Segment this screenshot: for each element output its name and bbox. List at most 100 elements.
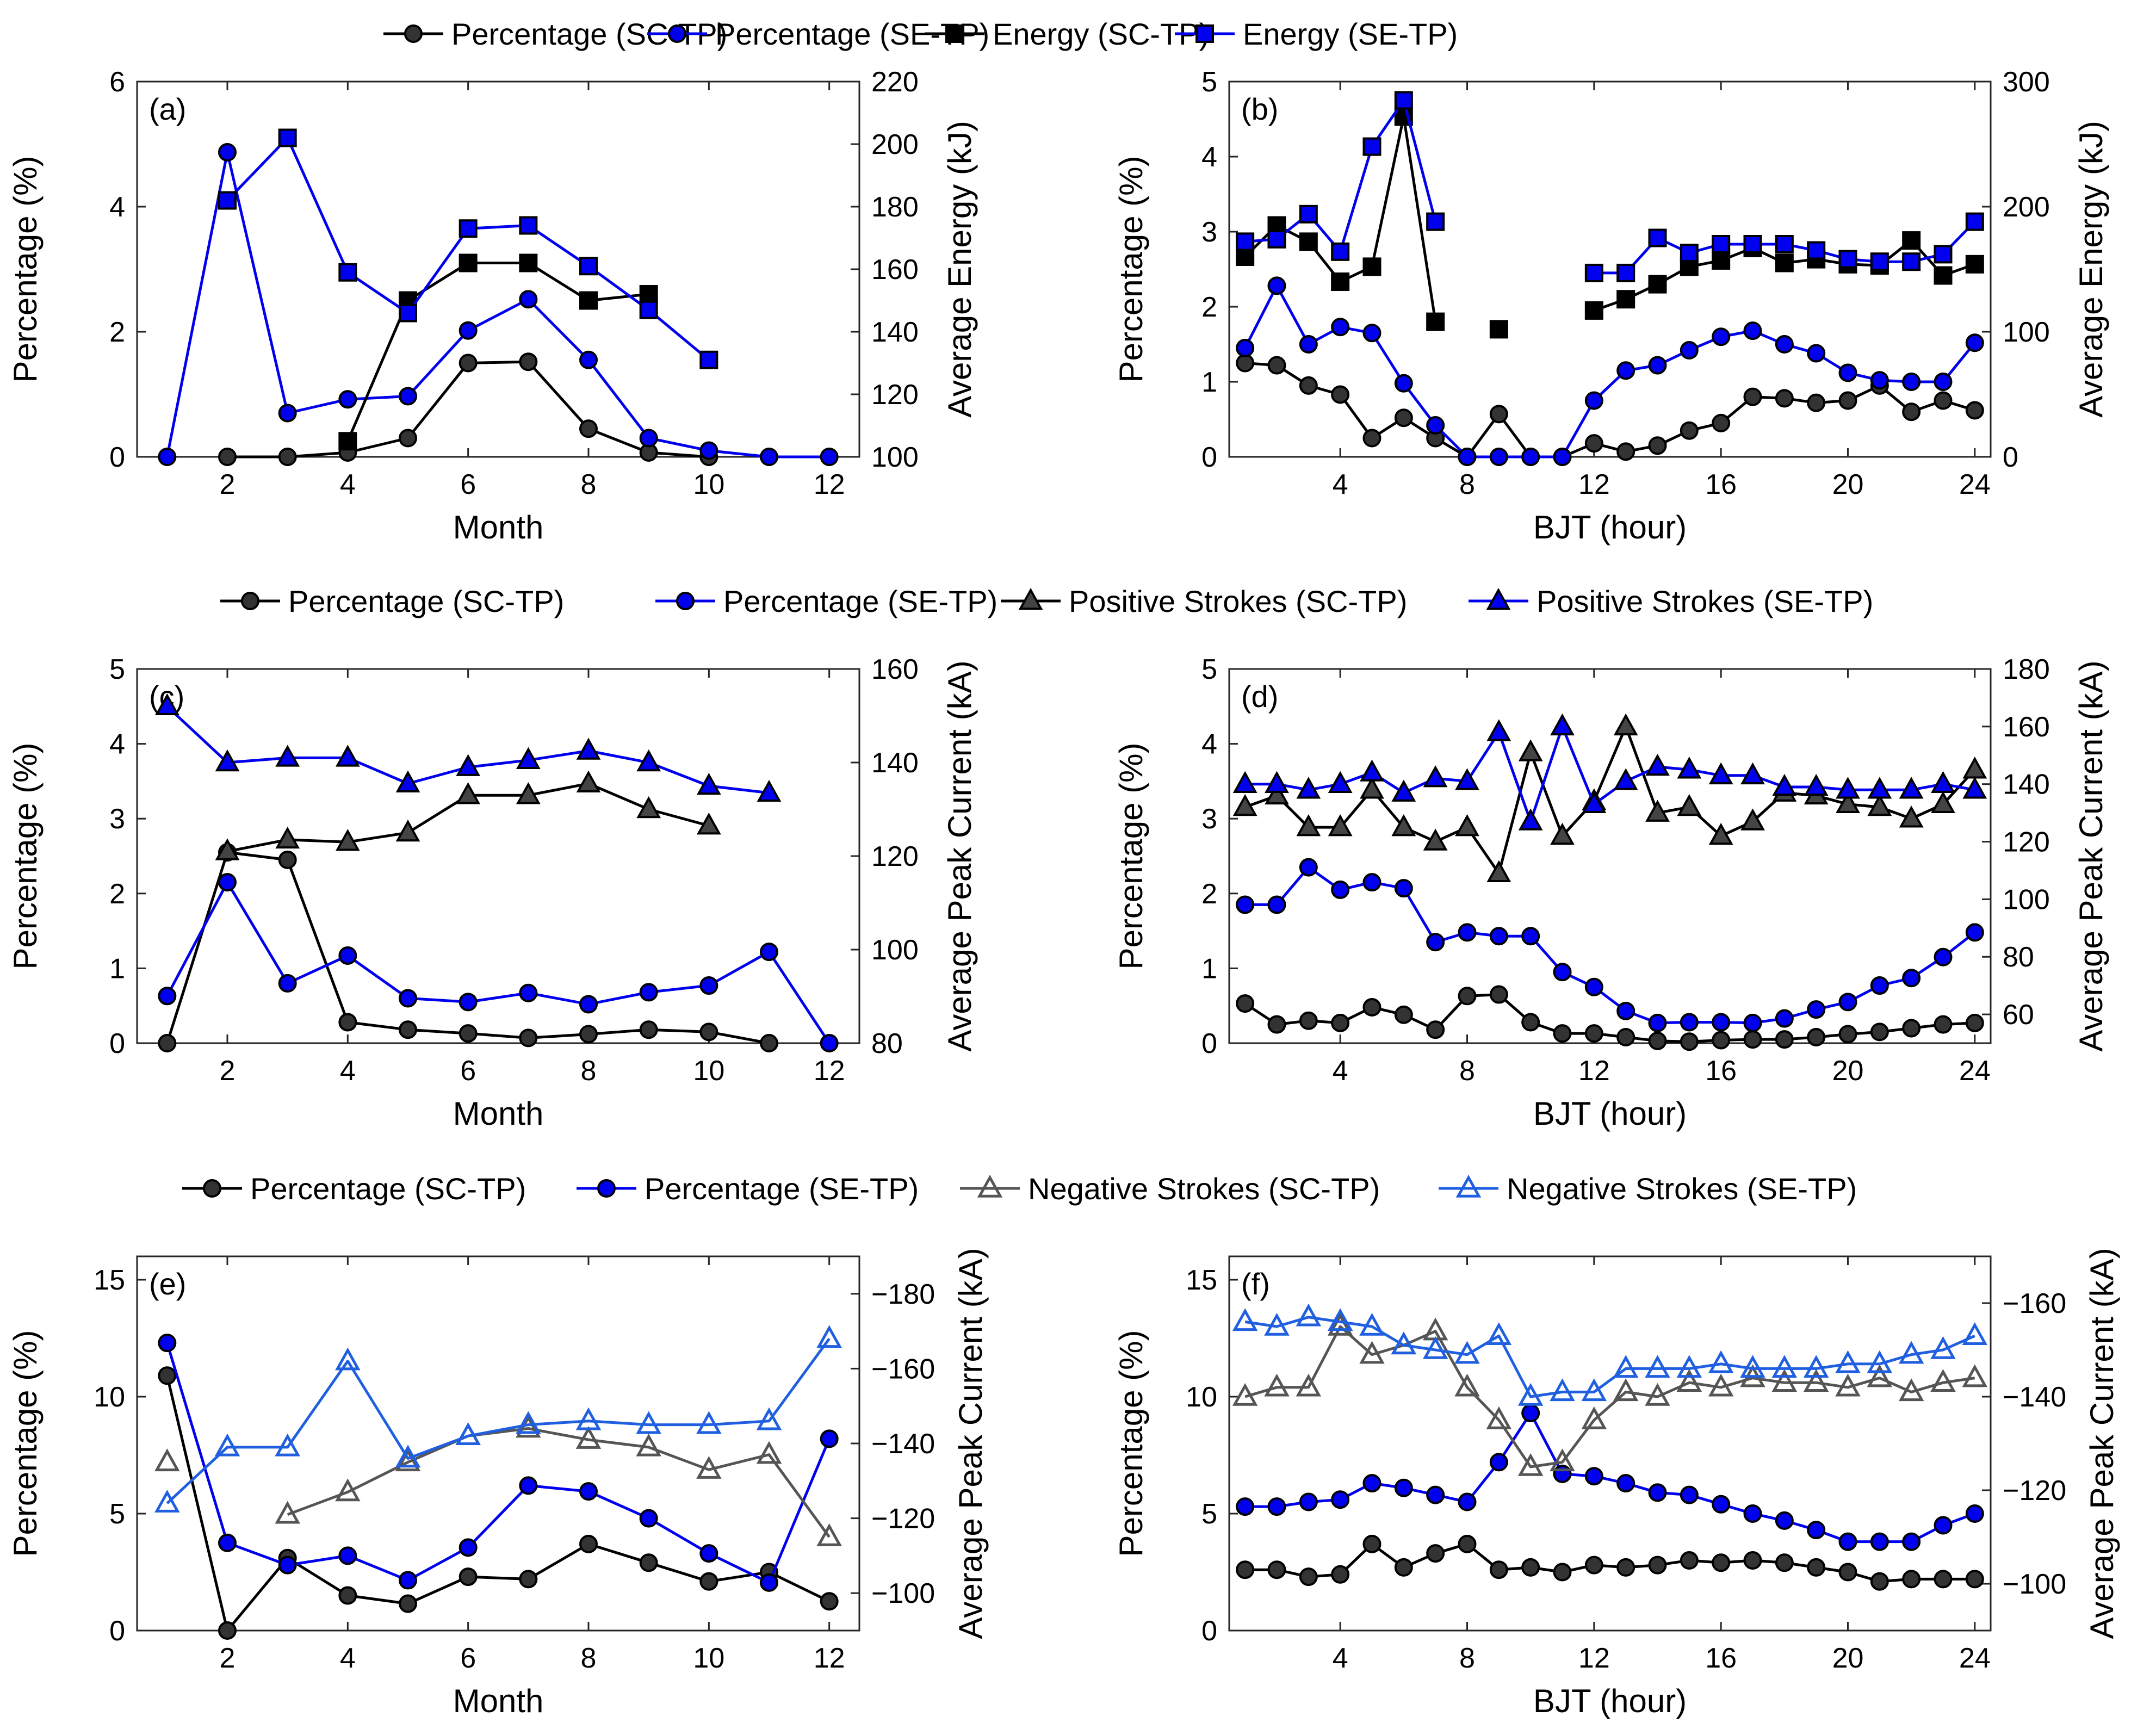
data-point xyxy=(1680,421,1699,440)
data-point xyxy=(1267,895,1286,914)
x-tick-label: 4 xyxy=(340,469,356,500)
data-point xyxy=(1489,448,1508,466)
y2-tick-label: 120 xyxy=(2003,827,2050,858)
series-line xyxy=(165,1342,831,1584)
plot-frame xyxy=(1228,80,1992,458)
data-point xyxy=(335,1478,361,1502)
data-point xyxy=(1838,1563,1857,1582)
data-point xyxy=(1264,1312,1290,1336)
data-point xyxy=(1645,1383,1670,1406)
data-point xyxy=(1712,1553,1731,1572)
y2-axis-title: Average Peak Current (kA) xyxy=(2073,660,2109,1051)
legend-entry-positive-strokes-se-tp: Positive Strokes (SE-TP) xyxy=(1469,584,1873,618)
data-point xyxy=(1423,765,1448,788)
series-line xyxy=(166,881,831,1044)
x-tick-label: 6 xyxy=(460,1643,476,1674)
y2-tick-label: 140 xyxy=(871,747,919,779)
data-point xyxy=(639,429,658,448)
y2-tick-label: 300 xyxy=(2003,66,2050,98)
data-point xyxy=(1838,993,1857,1012)
data-point xyxy=(459,1538,478,1557)
y2-tick-label: 160 xyxy=(2003,711,2050,743)
panel-c: 2 4 6 8 10 1201234580100120140160MonthPercent… xyxy=(7,654,978,1132)
data-point xyxy=(1804,773,1829,796)
data-point xyxy=(1616,442,1635,461)
data-point xyxy=(1712,413,1731,432)
data-point xyxy=(1489,1453,1508,1472)
data-point xyxy=(1362,1474,1381,1493)
data-point xyxy=(1965,212,1984,231)
data-point xyxy=(1267,356,1286,375)
x-tick-label: 4 xyxy=(1333,1643,1348,1674)
data-point xyxy=(335,1347,361,1371)
data-point xyxy=(1362,257,1381,276)
data-point xyxy=(1807,241,1826,260)
data-point xyxy=(1454,1373,1480,1397)
data-point xyxy=(1965,1013,1984,1032)
x-axis-title: Month xyxy=(453,1095,544,1132)
data-point xyxy=(760,1034,778,1052)
y-tick-label: 6 xyxy=(109,66,125,98)
panels: 2 4 6 8 10 120246100120140160180200220MonthPe… xyxy=(7,66,2120,1719)
data-point xyxy=(1708,1350,1734,1373)
data-point xyxy=(1296,777,1321,799)
x-tick-label: 12 xyxy=(1578,1055,1610,1087)
data-point xyxy=(1426,1544,1445,1563)
data-point xyxy=(218,1621,237,1640)
y-tick-label: 0 xyxy=(1201,442,1217,473)
y-axis-title: Percentage (%) xyxy=(7,743,44,970)
data-point xyxy=(1362,324,1381,343)
y2-tick-label: 140 xyxy=(871,317,919,348)
data-point xyxy=(1584,263,1603,282)
legend-3: Percentage (SC-TP) Percentage (SE-TP) Nega… xyxy=(182,1172,1857,1206)
x-tick-label: 8 xyxy=(1459,1055,1475,1087)
data-point xyxy=(1899,805,1924,828)
data-point xyxy=(1743,387,1762,406)
x-tick-label: 16 xyxy=(1705,1055,1737,1087)
y-tick-label: 4 xyxy=(109,729,125,760)
legend-label: Positive Strokes (SE-TP) xyxy=(1537,584,1873,618)
x-tick-label: 8 xyxy=(581,469,597,500)
data-point xyxy=(1934,373,1953,391)
data-point xyxy=(459,321,478,340)
data-point xyxy=(516,782,541,804)
legend-entry-percentage-sc-tp: Percentage (SC-TP) xyxy=(220,584,564,618)
data-point xyxy=(395,819,420,842)
data-point xyxy=(1232,1308,1258,1331)
data-point xyxy=(1517,1453,1544,1476)
data-point xyxy=(1327,1312,1353,1336)
data-point xyxy=(1299,376,1318,395)
data-point xyxy=(1359,1341,1385,1364)
panel-label: (d) xyxy=(1241,679,1278,714)
data-point xyxy=(1331,1565,1350,1584)
data-point xyxy=(1521,1404,1540,1423)
data-point xyxy=(696,813,721,835)
data-point xyxy=(816,1523,842,1546)
data-point xyxy=(1613,1378,1639,1402)
data-point xyxy=(459,1024,478,1043)
data-point xyxy=(579,257,598,276)
legend-label: Energy (SE-TP) xyxy=(1243,17,1458,51)
data-point xyxy=(1394,1005,1413,1024)
series-line xyxy=(287,1427,831,1538)
data-point xyxy=(1934,947,1953,966)
data-point xyxy=(1426,212,1445,231)
y-axis-title: Percentage (%) xyxy=(1113,743,1149,970)
data-point xyxy=(1553,448,1572,466)
series-percentage-sc-tp xyxy=(1236,985,1984,1051)
data-point xyxy=(1299,232,1318,251)
y2-tick-label: 180 xyxy=(2003,654,2050,685)
data-point xyxy=(275,826,300,849)
data-point xyxy=(1902,969,1921,988)
data-point xyxy=(516,1411,541,1434)
series-percentage-se-tp xyxy=(158,873,839,1052)
series-percentage-se-tp xyxy=(1236,276,1984,466)
y-tick-label: 5 xyxy=(1201,66,1217,98)
data-point xyxy=(1236,1497,1255,1516)
y-tick-label: 10 xyxy=(1186,1381,1217,1413)
data-point xyxy=(1362,1534,1381,1553)
data-point xyxy=(696,1411,722,1434)
data-point xyxy=(1299,858,1318,877)
data-point xyxy=(579,1482,598,1501)
